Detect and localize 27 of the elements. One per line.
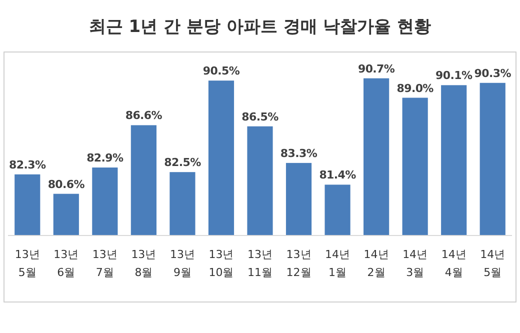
x-tick-label: 13년 11월 bbox=[248, 248, 272, 279]
x-tick-label: 13년 7월 bbox=[92, 248, 118, 279]
data-label: 90.1% bbox=[436, 69, 472, 82]
data-label: 89.0% bbox=[396, 82, 434, 95]
data-label: 86.6% bbox=[125, 109, 162, 122]
data-label: 90.5% bbox=[202, 64, 240, 78]
data-label: 82.5% bbox=[164, 156, 202, 170]
x-tick-label: 13년 9월 bbox=[170, 248, 195, 279]
x-tick-label: 14년 2월 bbox=[364, 248, 389, 279]
data-label: 81.4% bbox=[319, 168, 356, 182]
x-tick-label: 13년 6월 bbox=[54, 248, 79, 279]
data-label: 86.5% bbox=[242, 110, 279, 124]
data-label: 82.3% bbox=[9, 158, 46, 172]
x-tick-label: 14년 1월 bbox=[325, 248, 350, 279]
data-label: 80.6% bbox=[48, 178, 85, 191]
data-label: 82.9% bbox=[86, 152, 124, 165]
x-tick-label: 13년 10월 bbox=[208, 248, 234, 279]
x-tick-label: 14년 3월 bbox=[402, 248, 428, 279]
x-tick-label: 13년 5월 bbox=[14, 248, 40, 279]
data-label: 90.3% bbox=[474, 66, 512, 80]
chart-title: 최근 1년 간 분당 아파트 경매 낙찰가율 현황 bbox=[88, 17, 432, 37]
data-label: 83.3% bbox=[280, 146, 318, 160]
x-tick-label: 14년 4월 bbox=[441, 248, 466, 279]
x-tick-label: 14년 5월 bbox=[480, 248, 506, 279]
x-tick-label: 13년 12월 bbox=[286, 248, 312, 279]
x-tick-label: 13년 8월 bbox=[131, 248, 156, 279]
data-label: 90.7% bbox=[358, 62, 395, 76]
